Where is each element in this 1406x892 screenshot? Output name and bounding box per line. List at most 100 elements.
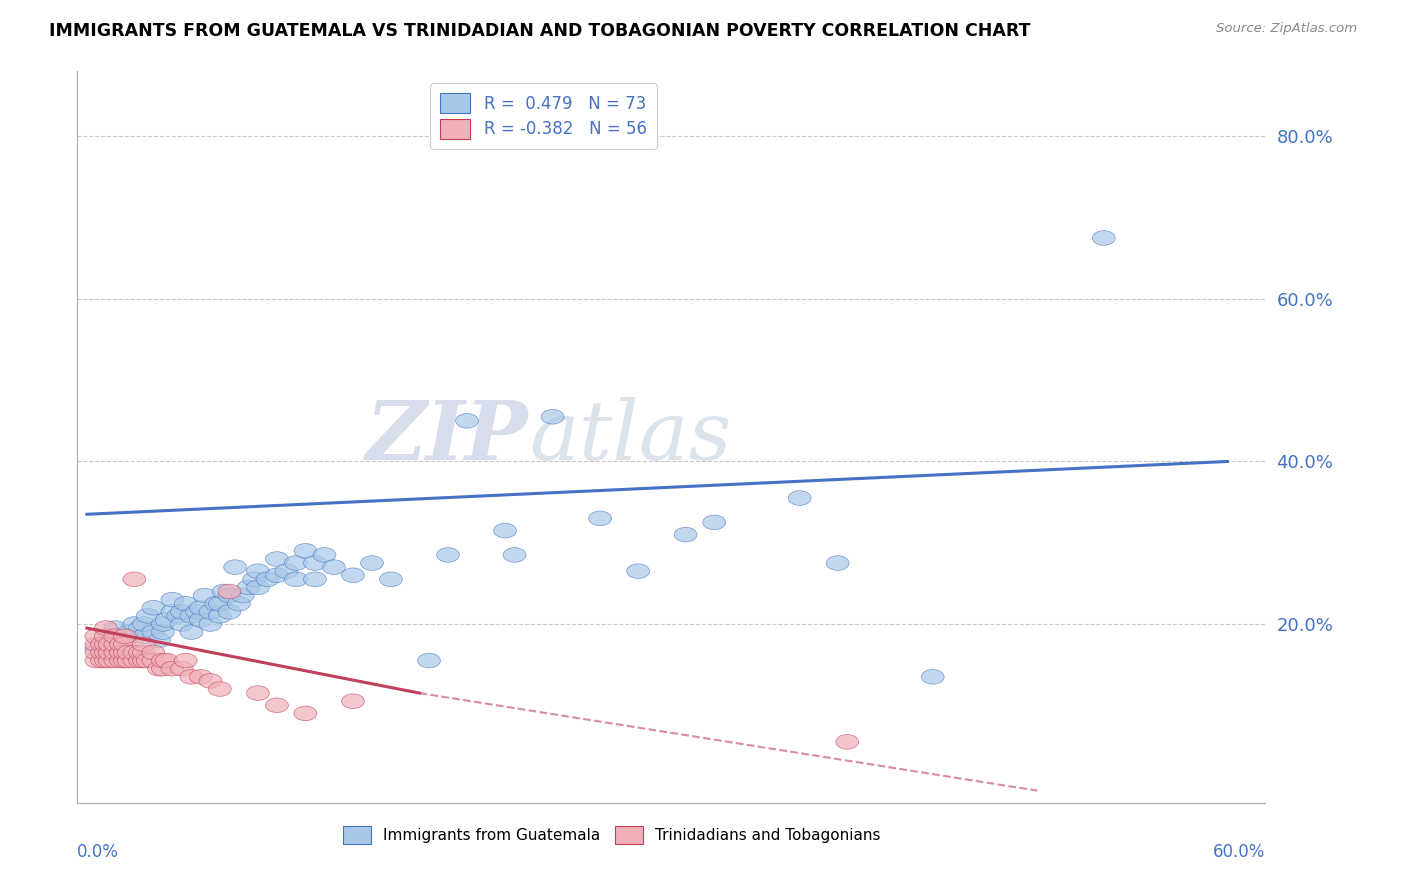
Ellipse shape: [98, 629, 121, 643]
Ellipse shape: [294, 706, 316, 721]
Ellipse shape: [90, 637, 114, 652]
Ellipse shape: [136, 653, 159, 668]
Ellipse shape: [256, 572, 278, 587]
Ellipse shape: [218, 584, 240, 599]
Ellipse shape: [104, 621, 127, 635]
Ellipse shape: [98, 637, 121, 652]
Ellipse shape: [246, 580, 270, 595]
Ellipse shape: [129, 645, 152, 660]
Ellipse shape: [160, 605, 184, 619]
Ellipse shape: [180, 608, 202, 624]
Ellipse shape: [152, 624, 174, 640]
Ellipse shape: [129, 653, 152, 668]
Ellipse shape: [152, 653, 174, 668]
Ellipse shape: [110, 653, 132, 668]
Ellipse shape: [110, 637, 132, 652]
Ellipse shape: [152, 616, 174, 632]
Ellipse shape: [142, 653, 165, 668]
Ellipse shape: [284, 556, 308, 570]
Ellipse shape: [246, 686, 270, 700]
Ellipse shape: [122, 616, 146, 632]
Ellipse shape: [167, 608, 190, 624]
Ellipse shape: [110, 645, 132, 660]
Ellipse shape: [228, 597, 250, 611]
Ellipse shape: [132, 645, 155, 660]
Ellipse shape: [541, 409, 564, 424]
Ellipse shape: [94, 637, 117, 652]
Y-axis label: Poverty: Poverty: [131, 408, 146, 467]
Ellipse shape: [142, 600, 165, 615]
Ellipse shape: [132, 629, 155, 643]
Ellipse shape: [94, 629, 117, 643]
Ellipse shape: [155, 613, 179, 627]
Ellipse shape: [132, 616, 155, 632]
Ellipse shape: [589, 511, 612, 525]
Ellipse shape: [284, 572, 308, 587]
Ellipse shape: [190, 613, 212, 627]
Ellipse shape: [246, 564, 270, 579]
Ellipse shape: [94, 621, 117, 635]
Ellipse shape: [90, 653, 114, 668]
Ellipse shape: [94, 653, 117, 668]
Ellipse shape: [142, 645, 165, 660]
Ellipse shape: [84, 637, 108, 652]
Ellipse shape: [921, 670, 945, 684]
Ellipse shape: [114, 645, 136, 660]
Ellipse shape: [266, 551, 288, 566]
Ellipse shape: [180, 670, 202, 684]
Ellipse shape: [675, 527, 697, 542]
Ellipse shape: [314, 548, 336, 562]
Ellipse shape: [94, 645, 117, 660]
Ellipse shape: [136, 608, 159, 624]
Ellipse shape: [122, 572, 146, 587]
Ellipse shape: [180, 624, 202, 640]
Ellipse shape: [304, 572, 326, 587]
Ellipse shape: [170, 661, 193, 676]
Text: atlas: atlas: [529, 397, 731, 477]
Ellipse shape: [174, 597, 197, 611]
Ellipse shape: [174, 653, 197, 668]
Ellipse shape: [218, 605, 240, 619]
Ellipse shape: [148, 633, 170, 648]
Ellipse shape: [110, 637, 132, 652]
Ellipse shape: [238, 580, 260, 595]
Ellipse shape: [224, 560, 246, 574]
Ellipse shape: [155, 653, 179, 668]
Ellipse shape: [193, 588, 217, 603]
Ellipse shape: [208, 608, 232, 624]
Ellipse shape: [437, 548, 460, 562]
Ellipse shape: [98, 645, 121, 660]
Ellipse shape: [190, 600, 212, 615]
Ellipse shape: [360, 556, 384, 570]
Ellipse shape: [90, 645, 114, 660]
Ellipse shape: [170, 616, 193, 632]
Ellipse shape: [114, 653, 136, 668]
Ellipse shape: [827, 556, 849, 570]
Ellipse shape: [98, 653, 121, 668]
Ellipse shape: [122, 645, 146, 660]
Ellipse shape: [152, 661, 174, 676]
Ellipse shape: [456, 414, 478, 428]
Ellipse shape: [117, 645, 141, 660]
Ellipse shape: [160, 592, 184, 607]
Ellipse shape: [835, 734, 859, 749]
Ellipse shape: [208, 681, 232, 697]
Ellipse shape: [104, 653, 127, 668]
Ellipse shape: [117, 624, 141, 640]
Ellipse shape: [84, 645, 108, 660]
Ellipse shape: [200, 616, 222, 632]
Ellipse shape: [200, 673, 222, 689]
Ellipse shape: [84, 653, 108, 668]
Text: ZIP: ZIP: [366, 397, 529, 477]
Ellipse shape: [117, 653, 141, 668]
Ellipse shape: [380, 572, 402, 587]
Ellipse shape: [129, 621, 152, 635]
Ellipse shape: [266, 568, 288, 582]
Ellipse shape: [212, 584, 235, 599]
Ellipse shape: [132, 653, 155, 668]
Ellipse shape: [160, 661, 184, 676]
Legend: Immigrants from Guatemala, Trinidadians and Tobagonians: Immigrants from Guatemala, Trinidadians …: [337, 820, 887, 850]
Ellipse shape: [218, 588, 240, 603]
Ellipse shape: [418, 653, 440, 668]
Ellipse shape: [205, 597, 228, 611]
